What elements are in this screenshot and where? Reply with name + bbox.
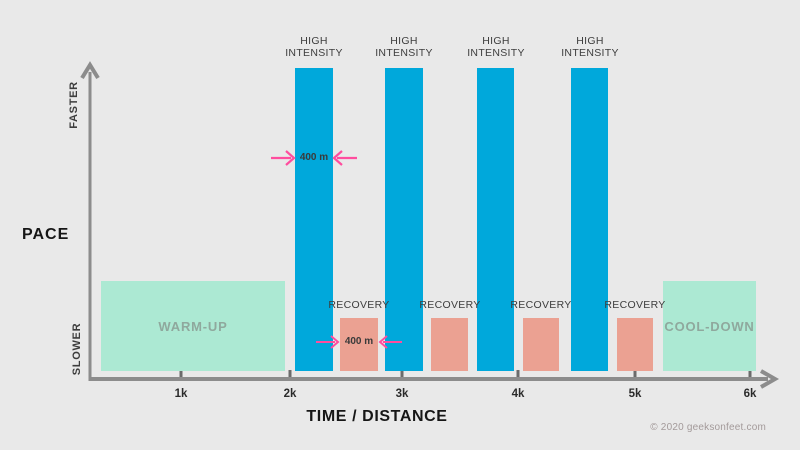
high-intensity-bar-1	[295, 68, 333, 371]
x-tick-1k: 1k	[174, 388, 188, 400]
recovery-width-value: 400 m	[344, 336, 374, 347]
x-axis-arrow-icon	[760, 369, 780, 389]
cooldown-block: COOL-DOWN	[663, 281, 756, 371]
recovery-label-2: RECOVERY	[419, 299, 481, 311]
x-tick-5k: 5k	[628, 388, 642, 400]
high-intensity-label-4: HIGH INTENSITY	[561, 35, 619, 60]
recovery-bar-1	[340, 318, 378, 371]
high-intensity-bar-3	[477, 68, 514, 371]
y-axis-title: PACE	[22, 226, 70, 243]
x-tick-4k: 4k	[511, 388, 525, 400]
y-axis-faster-label: FASTER	[68, 81, 80, 129]
recovery-bar-4	[617, 318, 653, 371]
warmup-block: WARM-UP	[101, 281, 285, 371]
interval-width-value: 400 m	[299, 152, 329, 163]
recovery-label-1: RECOVERY	[328, 299, 390, 311]
y-axis-slower-label: SLOWER	[71, 322, 83, 376]
x-axis-title: TIME / DISTANCE	[306, 408, 448, 425]
x-tick-6k: 6k	[743, 388, 757, 400]
recovery-label-4: RECOVERY	[604, 299, 666, 311]
x-axis-ticks	[179, 370, 752, 377]
high-intensity-label-1: HIGH INTENSITY	[285, 35, 343, 60]
cooldown-label: COOL-DOWN	[664, 318, 755, 334]
recovery-bar-2	[431, 318, 468, 371]
recovery-bar-3	[523, 318, 559, 371]
high-intensity-bar-4	[571, 68, 608, 371]
recovery-label-3: RECOVERY	[510, 299, 572, 311]
high-intensity-label-3: HIGH INTENSITY	[467, 35, 525, 60]
copyright-text: © 2020 geeksonfeet.com	[650, 422, 766, 433]
x-tick-2k: 2k	[283, 388, 297, 400]
warmup-label: WARM-UP	[158, 318, 228, 334]
high-intensity-bar-2	[385, 68, 423, 371]
y-axis-arrow-icon	[80, 61, 100, 80]
high-intensity-label-2: HIGH INTENSITY	[375, 35, 433, 60]
x-tick-3k: 3k	[395, 388, 409, 400]
